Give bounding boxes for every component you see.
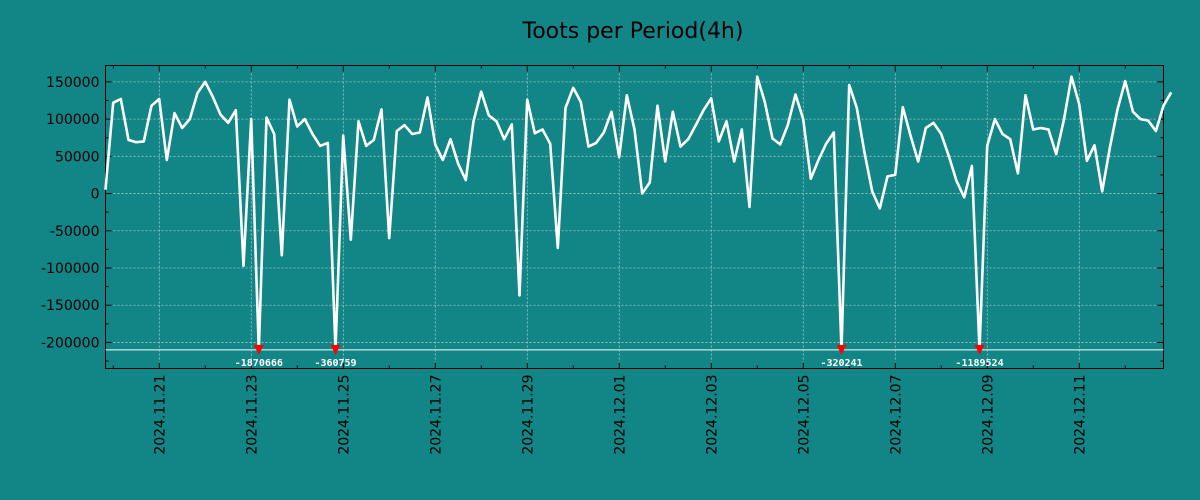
x-tick-label: 2024.12.05 [796,375,812,455]
outlier-markers: -1870666 -360759 -320241 -1189524 [235,344,1004,369]
x-tick-label: 2024.11.25 [336,375,352,455]
outlier-marker [253,344,264,355]
x-tick-label: 2024.12.09 [980,375,996,455]
x-tick-label: 2024.12.07 [888,375,904,455]
series-layer [104,75,1173,352]
outlier-marker [330,344,341,355]
y-tick-label: 150000 [46,75,99,91]
x-tick-label: 2024.12.01 [612,375,628,455]
x-tick-label: 2024.12.03 [704,375,720,455]
y-tick-label: 0 [91,187,100,203]
x-tick-label: 2024.11.23 [244,375,260,455]
y-tick-label: -150000 [41,298,100,314]
y-tick-label: -50000 [50,224,100,240]
x-tick-label: 2024.11.27 [428,375,444,455]
y-tick-label: -200000 [41,335,100,351]
x-axis: 2024.11.21 2024.11.23 2024.11.25 2024.11.27… [112,65,1126,455]
outlier-label: -320241 [820,358,862,369]
outlier-label: -1189524 [955,358,1003,369]
outlier-marker [836,344,847,355]
y-tick-label: 50000 [55,149,100,165]
x-tick-label: 2024.11.29 [520,375,536,455]
series-line [104,75,1173,352]
outlier-label: -1870666 [235,358,283,369]
outlier-label: -360759 [314,358,356,369]
y-axis: 150000 100000 50000 0 -50000 -100000 -150000 -2… [41,75,1164,362]
y-tick-label: -100000 [41,261,100,277]
outlier-marker [974,344,985,355]
plot-area [105,65,1164,369]
chart-title: Toots per Period(4h) [522,19,744,44]
x-tick-label: 2024.12.11 [1072,375,1088,455]
y-tick-label: 100000 [46,112,99,128]
x-tick-label: 2024.11.21 [152,375,168,455]
